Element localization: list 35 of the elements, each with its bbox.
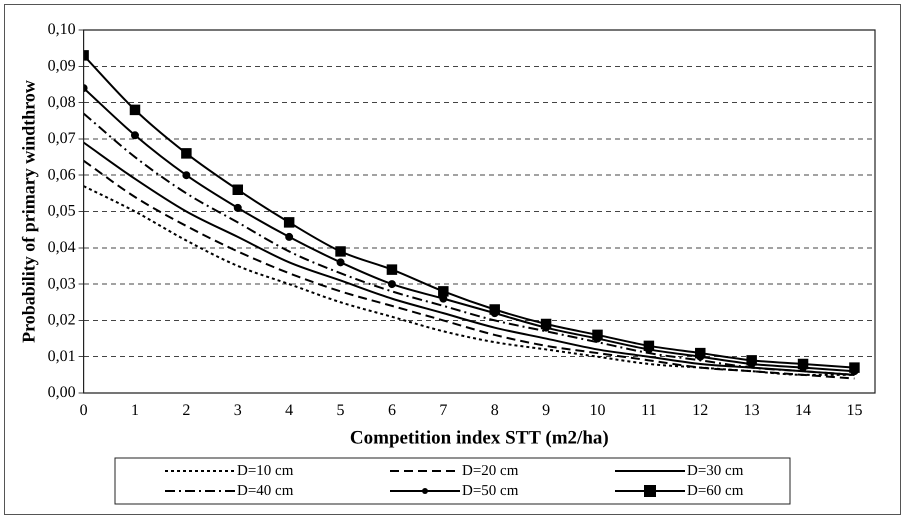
legend-label: D=20 cm — [462, 462, 519, 479]
x-tick-label: 0 — [80, 402, 88, 419]
x-tick-label: 6 — [388, 402, 396, 419]
y-tick-label: 0,04 — [48, 239, 76, 256]
x-tick-label: 4 — [285, 402, 294, 419]
y-tick-label: 0,01 — [48, 348, 76, 365]
x-tick-label: 14 — [795, 402, 812, 419]
x-tick-label: 12 — [692, 402, 708, 419]
x-tick-label: 11 — [641, 402, 657, 419]
x-tick-label: 2 — [182, 402, 190, 419]
x-tick-label: 3 — [234, 402, 242, 419]
x-axis-title: Competition index STT (m2/ha) — [350, 428, 609, 449]
x-tick-label: 7 — [439, 402, 448, 419]
y-tick-label: 0,05 — [48, 202, 76, 220]
x-tick-label: 15 — [846, 402, 862, 419]
x-tick-label: 10 — [589, 402, 606, 419]
y-tick-label: 0,09 — [48, 58, 76, 75]
legend-label: D=40 cm — [237, 482, 294, 499]
legend-label: D=60 cm — [687, 482, 744, 499]
x-tick-label: 13 — [744, 402, 760, 419]
y-tick-label: 0,06 — [48, 166, 76, 184]
y-tick-label: 0,08 — [48, 94, 76, 111]
legend-label: D=10 cm — [237, 462, 294, 479]
y-tick-label: 0,10 — [48, 21, 76, 38]
y-tick-label: 0,07 — [48, 130, 76, 148]
y-tick-label: 0,02 — [48, 312, 76, 329]
legend-label: D=50 cm — [462, 482, 519, 499]
x-tick-label: 5 — [336, 402, 345, 419]
y-axis-title: Probability of primary windthrow — [18, 80, 38, 343]
x-tick-label: 9 — [542, 402, 550, 419]
x-tick-label: 1 — [130, 402, 139, 419]
legend-label: D=30 cm — [687, 462, 744, 479]
x-tick-label: 8 — [490, 402, 499, 419]
y-tick-label: 0,03 — [48, 275, 76, 292]
y-tick-label: 0,00 — [48, 384, 76, 402]
